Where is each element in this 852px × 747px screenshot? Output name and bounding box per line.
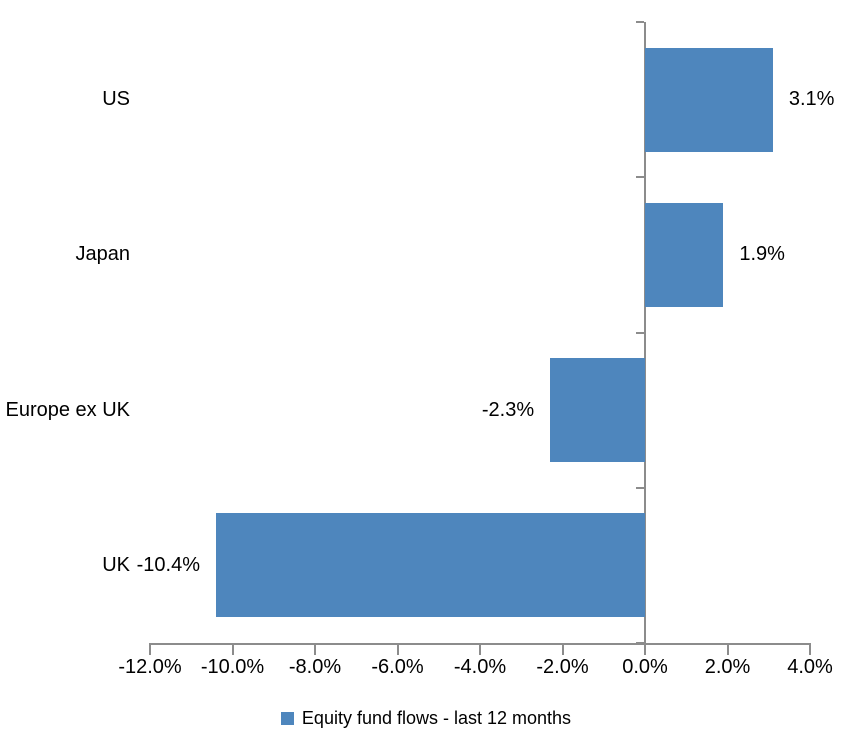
x-axis-tick [479,643,481,655]
x-tick-label: 0.0% [622,656,668,678]
bar-japan [645,202,724,307]
y-axis-tick [636,331,644,334]
value-label-us: 3.1% [788,88,835,111]
legend-swatch [280,711,294,725]
bar-uk [216,513,645,618]
x-tick-label: 2.0% [704,656,751,678]
x-tick-label: -6.0% [371,656,424,678]
plot-area: -12.0% -10.0% -8.0% -6.0% -4.0% -2.0% 0.0% 2.0%… [118,21,834,678]
x-tick-label: -4.0% [453,656,507,678]
x-tick-label: -2.0% [536,656,589,678]
x-axis-tick [644,643,646,655]
x-tick-label: -8.0% [288,656,342,678]
bar-europe-ex-uk [550,358,645,463]
y-axis-tick [636,21,644,23]
x-tick-label: -12.0% [118,656,182,678]
x-tick-label: 4.0% [787,656,833,678]
x-axis-tick [231,643,234,655]
y-axis-tick [636,486,644,489]
y-axis-tick [636,176,644,179]
category-label-europe-ex-uk: Europe ex UK [5,398,130,421]
y-axis-line [644,22,646,643]
bar-us [645,47,773,152]
x-axis-tick [561,643,564,655]
legend-label: Equity fund flows - last 12 months [301,707,572,728]
category-label-japan: Japan [75,243,131,266]
x-axis-tick [149,643,151,655]
legend: Equity fund flows - last 12 months [0,702,852,734]
value-label-europe-ex-uk: -2.3% [481,398,535,421]
x-axis-tick [809,643,811,655]
x-tick-label: -10.0% [200,656,265,678]
value-label-uk: -10.4% [136,553,200,576]
x-axis-tick [726,643,729,655]
x-axis-tick [396,643,399,655]
value-label-japan: 1.9% [739,243,785,266]
x-axis-tick [314,643,316,655]
category-label-us: US [102,88,130,111]
category-label-uk: UK [102,553,130,576]
